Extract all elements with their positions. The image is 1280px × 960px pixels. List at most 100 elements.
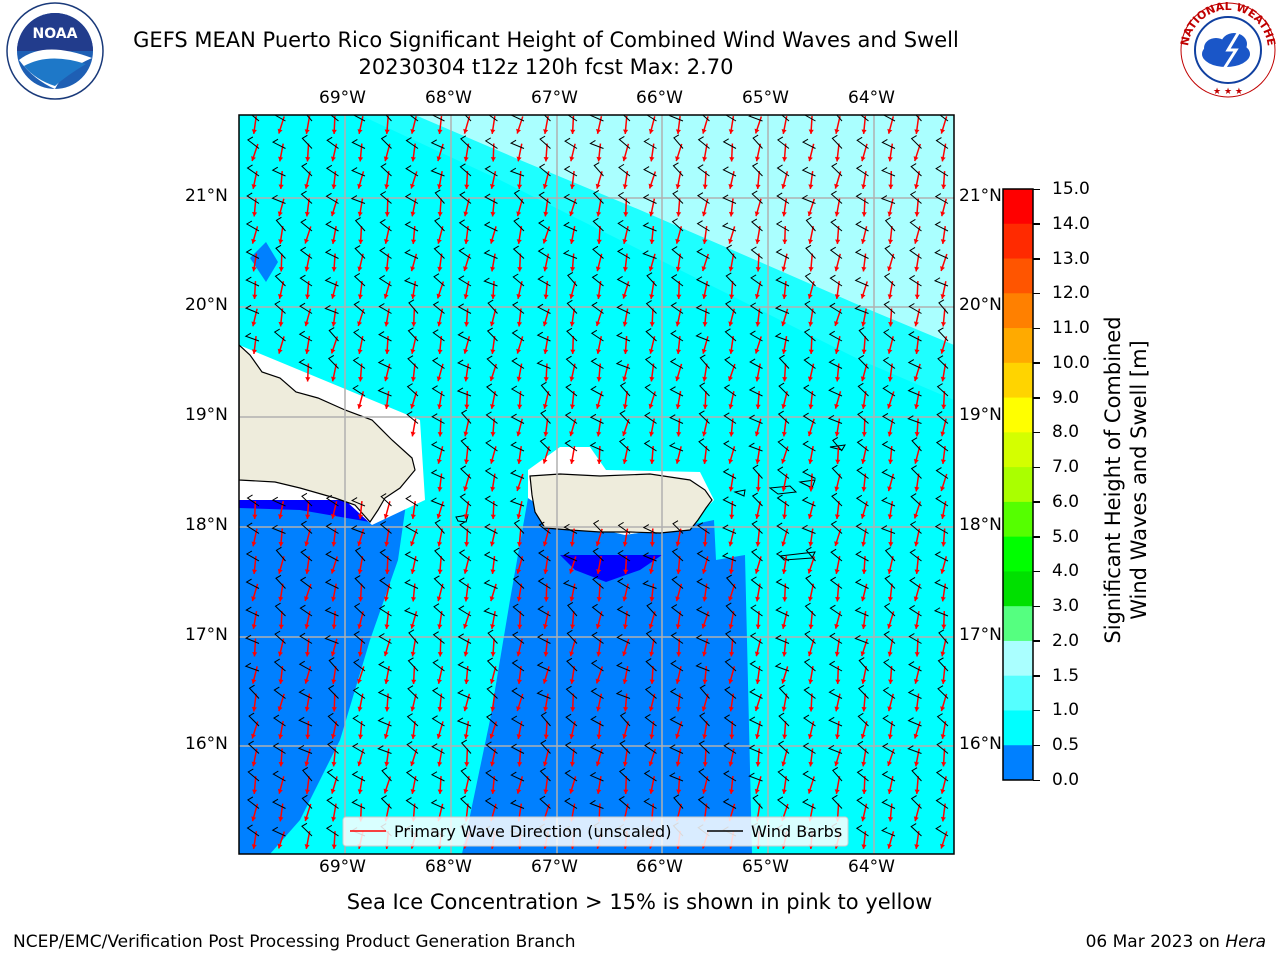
wind-barb — [778, 354, 790, 369]
wave-arrow-head — [358, 734, 364, 739]
wave-arrow-head — [569, 679, 575, 684]
wave-arrow-head — [517, 184, 523, 189]
wave-arrow-head — [330, 211, 336, 217]
wave-arrow-head — [543, 211, 549, 217]
wave-arrow-head — [489, 596, 495, 602]
colorbar-tick-label: 0.5 — [1052, 735, 1080, 756]
colorbar-segment — [1003, 675, 1033, 711]
wind-barb — [592, 217, 604, 232]
wind-barb — [856, 438, 869, 452]
wind-barb — [409, 115, 419, 122]
wind-barb — [778, 684, 790, 699]
wave-arrow-head — [436, 156, 442, 162]
wave-arrow-head — [569, 568, 574, 574]
wind-barb — [748, 772, 763, 782]
wind-barb — [403, 277, 419, 287]
wave-arrow-head — [277, 294, 283, 299]
wind-barb — [750, 246, 763, 259]
wave-arrow-head — [860, 459, 866, 464]
wind-barb — [298, 688, 313, 699]
wind-barb — [351, 799, 366, 809]
wave-arrow-head — [464, 184, 470, 189]
wind-barb — [273, 714, 286, 727]
wind-barb — [457, 689, 472, 699]
colorbar-segment — [1003, 362, 1033, 399]
wave-arrow-head — [383, 651, 389, 657]
wind-barb — [907, 415, 922, 424]
wave-arrow-head — [648, 623, 654, 629]
colorbar-segment — [1003, 710, 1033, 746]
wave-arrow-head — [490, 211, 496, 217]
wave-arrow-head — [834, 541, 840, 547]
wave-arrow-head — [278, 679, 284, 684]
wind-barb — [672, 190, 684, 204]
wave-arrow-head — [569, 651, 575, 657]
wave-arrow-head — [622, 156, 628, 162]
wave-arrow-head — [543, 349, 549, 354]
wind-barb — [352, 384, 366, 397]
wind-barb — [566, 657, 578, 672]
wind-barb — [592, 575, 604, 589]
wave-arrow-head — [782, 239, 788, 244]
lat-right-16n: 16°N — [959, 734, 1002, 754]
wave-arrow-head — [330, 513, 336, 519]
wave-arrow-head — [834, 129, 840, 134]
wave-arrow-head — [781, 541, 787, 547]
wave-arrow-head — [436, 458, 442, 464]
colorbar-segment — [1003, 640, 1033, 677]
wave-arrow-head — [252, 514, 258, 519]
wind-barb — [934, 523, 949, 534]
wind-barb — [696, 192, 710, 204]
wave-arrow-head — [940, 816, 946, 822]
wind-barb — [298, 716, 313, 727]
wind-barb — [883, 603, 896, 617]
wave-arrow-head — [781, 789, 787, 794]
wave-arrow-head — [278, 184, 284, 189]
wave-arrow-head — [516, 128, 521, 134]
wind-barb — [910, 493, 922, 507]
lat-left-19n: 19°N — [185, 405, 228, 425]
wind-barb — [774, 634, 790, 644]
wind-barb — [775, 220, 790, 232]
wind-barb — [300, 190, 313, 204]
wave-arrow-head — [357, 678, 362, 684]
wave-arrow-head — [675, 624, 681, 629]
wave-arrow-head — [701, 788, 707, 794]
wave-arrow-head — [914, 432, 920, 437]
wind-barb — [908, 331, 922, 342]
legend-wave-label: Primary Wave Direction (unscaled) — [394, 822, 671, 841]
wave-arrow-head — [728, 211, 735, 217]
wind-barb — [509, 497, 525, 507]
wave-arrow-head — [807, 211, 813, 217]
wind-barb — [434, 217, 445, 232]
wave-arrow-head — [649, 376, 655, 382]
wave-arrow-head — [543, 569, 549, 574]
wind-barb — [857, 410, 869, 424]
wave-arrow-head — [728, 569, 734, 574]
wave-arrow-head — [516, 568, 522, 574]
wave-arrow-head — [490, 486, 496, 492]
wind-barb — [829, 246, 843, 259]
colorbar-segment — [1003, 223, 1033, 260]
wind-barb — [458, 577, 472, 589]
wind-barb — [909, 549, 922, 562]
wind-barb — [272, 742, 286, 754]
wave-arrow-head — [834, 183, 840, 189]
wave-arrow-head — [729, 514, 735, 519]
wind-barb — [431, 715, 445, 727]
wave-arrow-head — [754, 156, 761, 162]
wave-arrow-head — [861, 789, 867, 794]
wind-barb — [935, 769, 949, 782]
wind-barb — [804, 272, 816, 287]
wave-arrow-head — [278, 156, 284, 162]
wave-arrow-head — [781, 211, 787, 217]
wave-arrow-head — [463, 596, 469, 602]
wave-arrow-head — [463, 348, 469, 354]
wind-barb — [775, 276, 790, 287]
wave-arrow-head — [861, 404, 867, 409]
wave-arrow-head — [542, 266, 549, 272]
wave-arrow-head — [277, 788, 283, 794]
wind-barb — [431, 743, 445, 754]
wind-barb — [616, 332, 631, 342]
legend-wind-label: Wind Barbs — [751, 822, 842, 841]
